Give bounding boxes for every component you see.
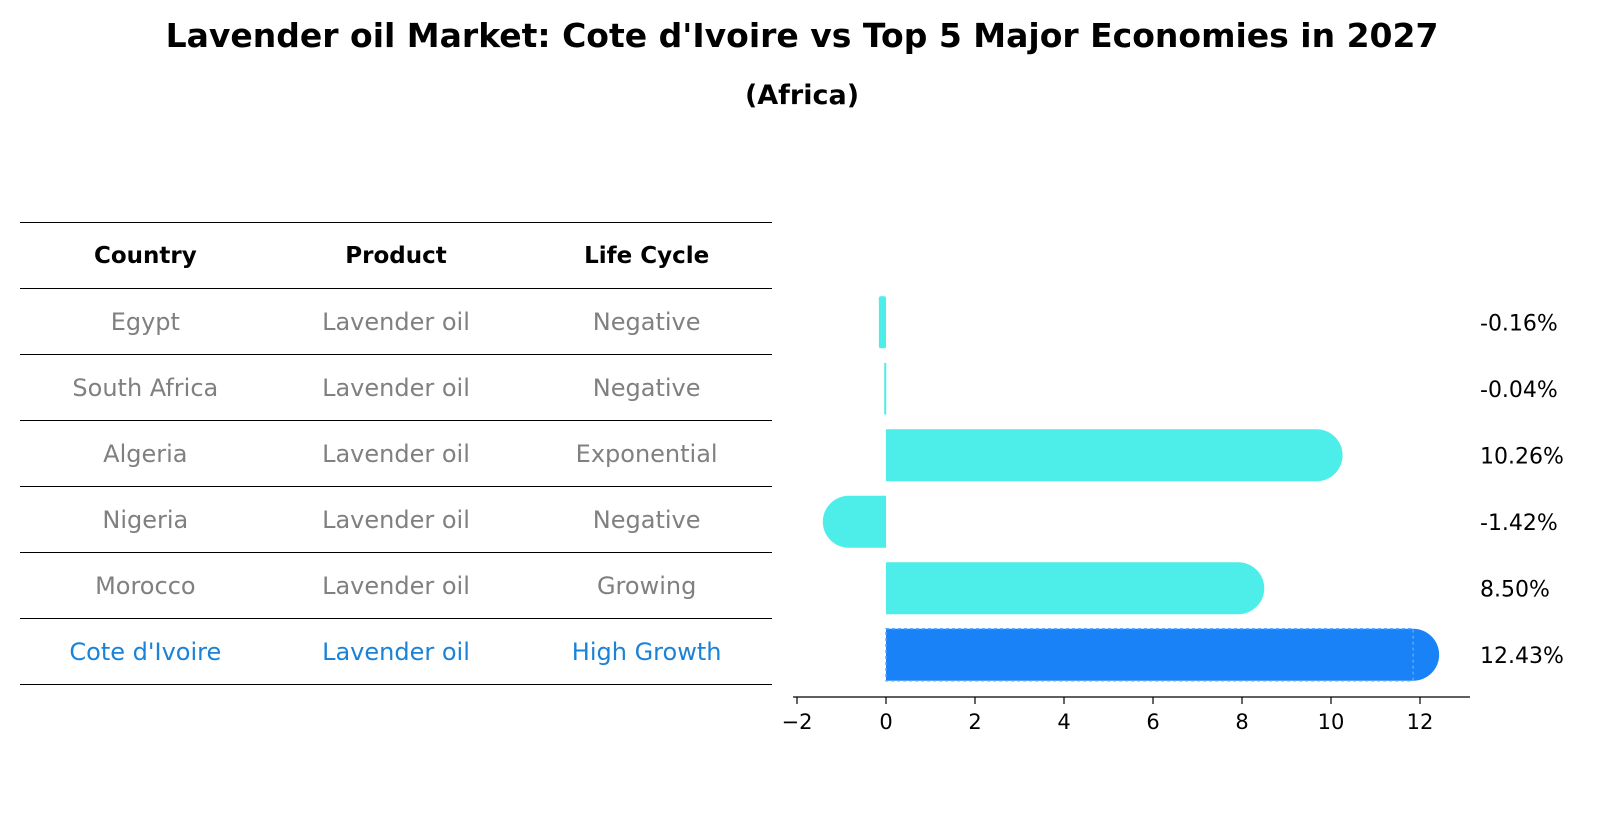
bar-highlight-outline xyxy=(885,628,1414,682)
cell-product: Lavender oil xyxy=(322,637,470,666)
header-country: Country xyxy=(93,242,197,269)
cell-product: Lavender oil xyxy=(322,307,470,336)
bar xyxy=(878,296,886,349)
cell-country: Cote d'Ivoire xyxy=(69,637,222,666)
table-row: Nigeria Lavender oil Negative xyxy=(20,486,772,552)
cell-life-cycle: Negative xyxy=(592,307,701,336)
cell-life-cycle: Growing xyxy=(596,571,697,600)
country-table: Country Product Life Cycle Egypt Lavende… xyxy=(20,222,772,685)
x-tick-label: 10 xyxy=(1318,710,1345,734)
header-life-cycle: Life Cycle xyxy=(584,242,710,269)
x-tick-label: 8 xyxy=(1235,710,1248,734)
header-product: Product xyxy=(345,242,447,269)
cell-product: Lavender oil xyxy=(322,373,470,402)
table-row: Egypt Lavender oil Negative xyxy=(20,288,772,354)
table-row: South Africa Lavender oil Negative xyxy=(20,354,772,420)
value-label: 10.26% xyxy=(1480,444,1564,469)
x-tick-label: 6 xyxy=(1146,710,1159,734)
value-label: -1.42% xyxy=(1480,511,1558,536)
x-tick-label: 4 xyxy=(1057,710,1070,734)
table-row: Algeria Lavender oil Exponential xyxy=(20,420,772,486)
cell-life-cycle: Negative xyxy=(592,373,701,402)
cell-product: Lavender oil xyxy=(322,505,470,534)
table-header-row: Country Product Life Cycle xyxy=(20,222,772,288)
x-tick-label: 12 xyxy=(1407,710,1434,734)
bar xyxy=(886,628,1440,681)
chart-title: Lavender oil Market: Cote d'Ivoire vs To… xyxy=(165,16,1439,55)
table-row-highlight: Cote d'Ivoire Lavender oil High Growth xyxy=(20,618,772,685)
value-label: -0.04% xyxy=(1480,378,1558,403)
value-label: -0.16% xyxy=(1480,311,1558,336)
table-row: Morocco Lavender oil Growing xyxy=(20,552,772,618)
cell-country: South Africa xyxy=(72,373,219,402)
cell-country: Algeria xyxy=(103,439,188,468)
cell-life-cycle: Negative xyxy=(592,505,701,534)
cell-life-cycle: Exponential xyxy=(575,439,718,468)
cell-country: Morocco xyxy=(95,571,196,600)
value-label: 8.50% xyxy=(1480,577,1550,602)
x-tick-label: −2 xyxy=(782,710,813,734)
cell-life-cycle: High Growth xyxy=(571,637,722,666)
x-tick-label: 2 xyxy=(968,710,981,734)
bar xyxy=(822,495,886,548)
cell-country: Egypt xyxy=(110,307,180,336)
value-label: 12.43% xyxy=(1480,644,1564,669)
cell-country: Nigeria xyxy=(102,505,189,534)
chart-subtitle: (Africa) xyxy=(744,80,860,111)
x-tick-label: 0 xyxy=(879,710,892,734)
cell-product: Lavender oil xyxy=(322,571,470,600)
bar xyxy=(886,562,1265,615)
bar xyxy=(886,429,1343,482)
cell-product: Lavender oil xyxy=(322,439,470,468)
bar xyxy=(884,362,887,415)
